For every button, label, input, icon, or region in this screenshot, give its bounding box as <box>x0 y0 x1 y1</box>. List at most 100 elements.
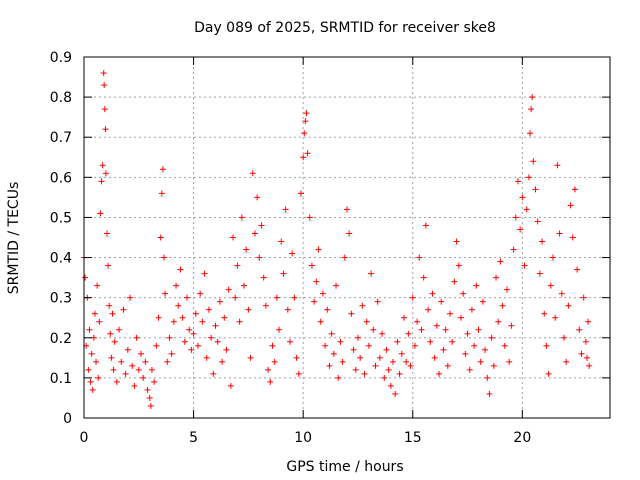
data-point <box>201 270 208 277</box>
data-point <box>308 262 315 269</box>
data-point <box>508 322 515 329</box>
data-point <box>99 162 106 169</box>
data-point <box>429 290 436 297</box>
data-point <box>328 330 335 337</box>
x-tick-label: 20 <box>513 430 531 446</box>
data-point <box>541 310 548 317</box>
data-point <box>210 370 217 377</box>
data-point <box>234 262 241 269</box>
data-point <box>109 310 116 317</box>
data-point <box>258 222 265 229</box>
data-point <box>122 370 129 377</box>
data-point <box>297 190 304 197</box>
data-point <box>199 318 206 325</box>
data-point <box>175 302 182 309</box>
data-point <box>262 302 269 309</box>
data-point <box>101 82 108 89</box>
data-point <box>232 294 239 301</box>
data-point <box>179 314 186 321</box>
data-point <box>170 318 177 325</box>
data-point <box>247 354 254 361</box>
data-point <box>440 346 447 353</box>
data-point <box>203 354 210 361</box>
data-point <box>102 170 109 177</box>
data-point <box>427 338 434 345</box>
data-point <box>146 394 153 401</box>
data-point <box>89 386 96 393</box>
data-point <box>300 154 307 161</box>
data-point <box>361 370 368 377</box>
y-tick-label: 0 <box>63 411 72 427</box>
data-point <box>534 218 541 225</box>
data-point <box>392 390 399 397</box>
data-point <box>326 362 333 369</box>
data-point <box>293 354 300 361</box>
data-point <box>460 290 467 297</box>
data-point <box>306 214 313 221</box>
data-point <box>87 378 94 385</box>
data-point <box>486 390 493 397</box>
data-point <box>477 358 484 365</box>
data-point <box>390 358 397 365</box>
data-point <box>148 366 155 373</box>
data-point <box>554 162 561 169</box>
data-point <box>385 366 392 373</box>
x-tick-label: 5 <box>189 430 198 446</box>
y-tick-label: 0.2 <box>50 331 72 347</box>
data-point <box>131 382 138 389</box>
data-point <box>95 374 102 381</box>
data-point <box>425 306 432 313</box>
data-point <box>569 234 576 241</box>
data-point <box>155 314 162 321</box>
data-point <box>254 194 261 201</box>
data-point <box>405 330 412 337</box>
data-point <box>416 254 423 261</box>
data-point <box>116 326 123 333</box>
data-point <box>124 346 131 353</box>
data-point <box>447 310 454 317</box>
data-point <box>188 346 195 353</box>
data-point <box>304 150 311 157</box>
data-point <box>245 306 252 313</box>
data-point <box>497 258 504 265</box>
data-point <box>560 334 567 341</box>
data-point <box>495 318 502 325</box>
data-point <box>276 326 283 333</box>
data-point <box>140 374 147 381</box>
x-tick-label: 0 <box>80 430 89 446</box>
data-point <box>407 362 414 369</box>
data-point <box>166 334 173 341</box>
data-point <box>282 206 289 213</box>
data-point <box>582 338 589 345</box>
data-point <box>335 374 342 381</box>
data-point <box>365 342 372 349</box>
data-point <box>315 246 322 253</box>
data-point <box>105 262 112 269</box>
data-point <box>451 278 458 285</box>
data-point <box>302 118 309 125</box>
data-point <box>205 306 212 313</box>
data-point <box>267 378 274 385</box>
data-point <box>545 370 552 377</box>
data-point <box>113 378 120 385</box>
data-point <box>394 338 401 345</box>
data-point <box>295 370 302 377</box>
data-point <box>137 350 144 357</box>
data-point <box>85 366 92 373</box>
data-point <box>168 350 175 357</box>
data-point <box>238 214 245 221</box>
data-point <box>301 130 308 137</box>
data-point <box>422 222 429 229</box>
data-point <box>284 306 291 313</box>
data-point <box>490 362 497 369</box>
data-point <box>574 266 581 273</box>
data-point <box>583 354 590 361</box>
data-point <box>527 130 534 137</box>
x-tick-label: 15 <box>404 430 422 446</box>
data-point <box>372 362 379 369</box>
data-point <box>107 330 114 337</box>
data-point <box>453 238 460 245</box>
data-point <box>433 322 440 329</box>
data-point <box>324 306 331 313</box>
data-point <box>162 290 169 297</box>
